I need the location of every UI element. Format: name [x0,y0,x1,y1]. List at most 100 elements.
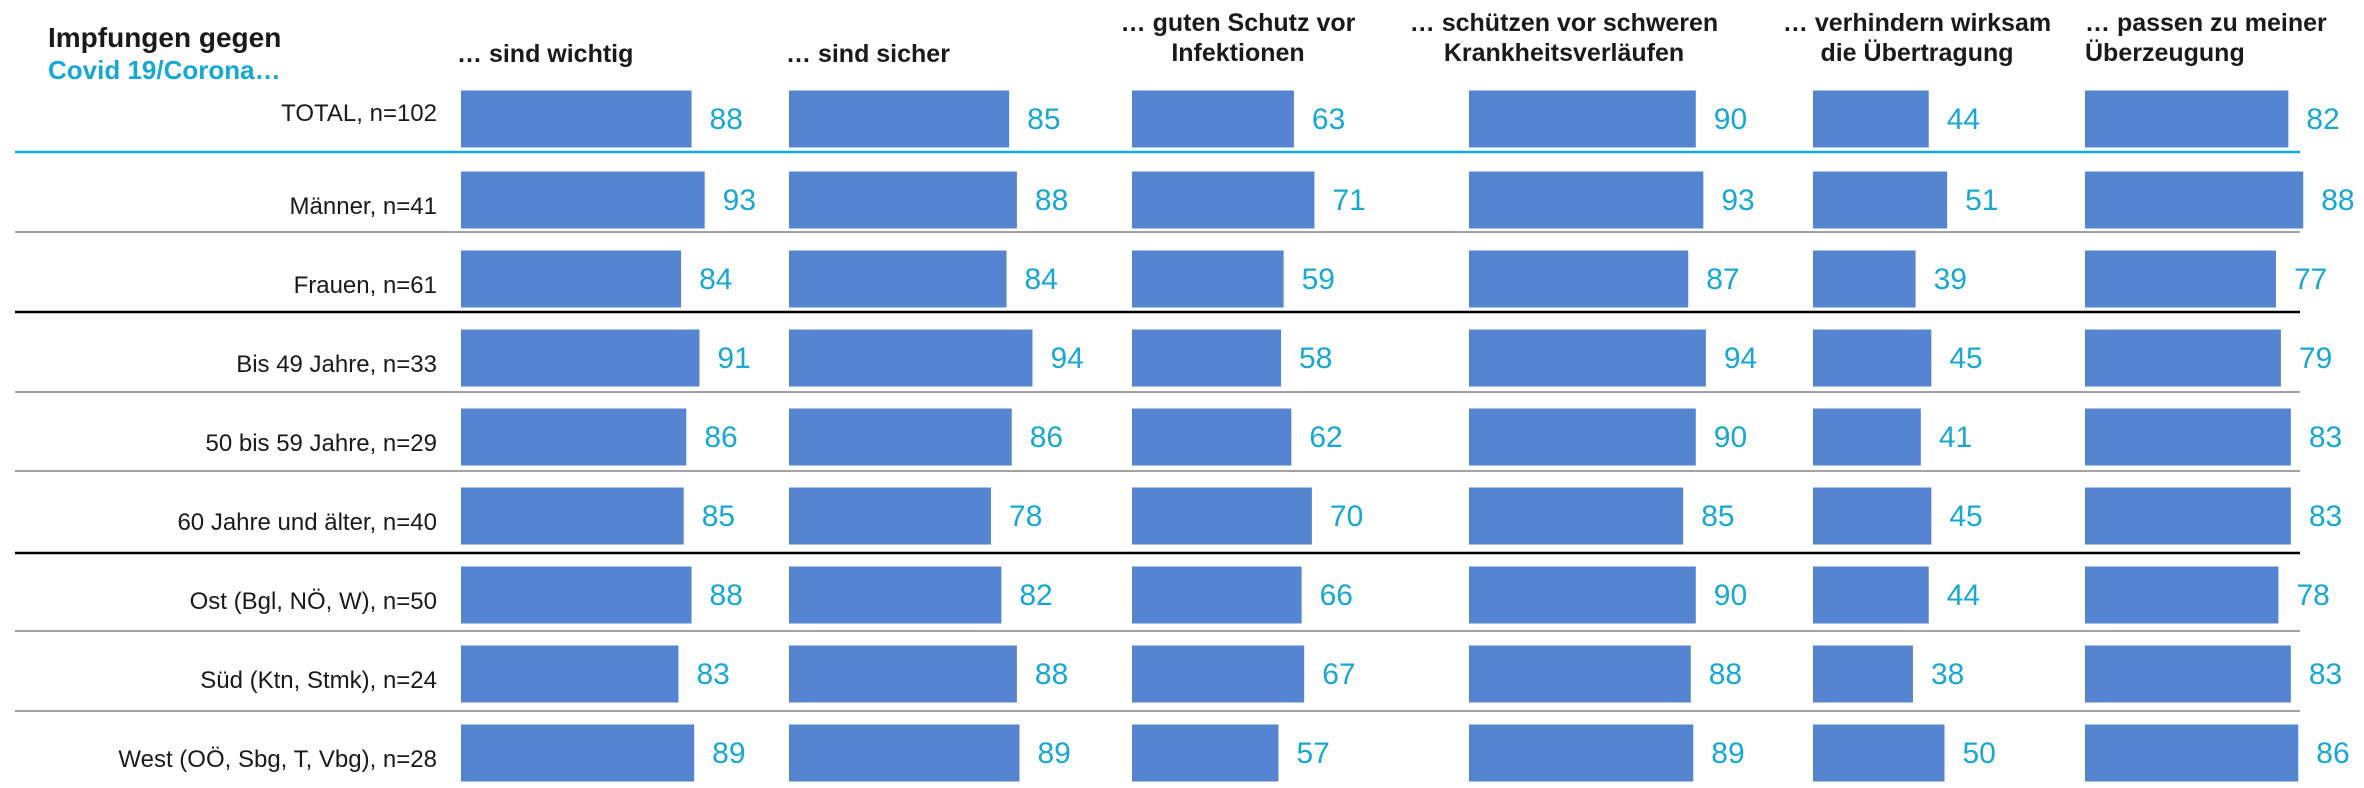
bar [789,487,992,545]
value-label: 62 [1309,421,1342,454]
value-label: 44 [1947,579,1980,612]
bar [2085,250,2276,308]
row-separators [15,150,2300,712]
bar [789,566,1002,624]
row-label: West (OÖ, Sbg, T, Vbg), n=28 [118,746,437,773]
value-label: 88 [1035,184,1068,217]
column-header-4-line2: Krankheitsverläufen [1444,39,1684,67]
bar [1132,90,1294,148]
value-label: 84 [1025,263,1058,296]
bar [1813,171,1948,229]
value-label: 90 [1714,103,1747,136]
value-label: 39 [1934,263,1967,296]
bar [1813,566,1929,624]
value-label: 83 [2309,500,2342,533]
value-label: 90 [1714,579,1747,612]
bar [1132,408,1292,466]
column-header-4-line1: … schützen vor schweren [1410,9,1718,37]
value-label: 59 [1302,263,1335,296]
bar [1132,250,1284,308]
value-label: 91 [717,342,750,375]
value-label: 79 [2299,342,2332,375]
value-labels: 88 93 84 91 86 85 88 83 89 85 88 84 94 86 78 82 88 89 63 71… [696,103,2354,770]
bar [1132,329,1282,387]
bar [461,724,695,782]
bar [1469,171,1704,229]
column-header-6-line2: Überzeugung [2085,38,2245,67]
bar [461,645,679,703]
bar [1469,487,1684,545]
bar [1813,408,1921,466]
column-header-1-line1: … sind wichtig [457,40,633,68]
bar [1813,250,1916,308]
column-header-3-line2: Infektionen [1171,39,1304,67]
value-label: 86 [704,421,737,454]
value-label: 50 [1963,737,1996,770]
value-label: 45 [1949,500,1982,533]
value-label: 78 [1009,500,1042,533]
bars [461,90,2304,782]
row-label: Frauen, n=61 [294,272,437,299]
bar [2085,724,2299,782]
bar [461,566,692,624]
bar [1469,90,1696,148]
value-label: 88 [710,103,743,136]
bar [1132,171,1315,229]
bar [789,645,1017,703]
chart-title: Impfungen gegen Covid 19/Corona… [48,22,281,85]
column-headers: … sind wichtig … sind sicher … guten Schut… [457,9,2327,68]
bar [2085,408,2291,466]
bar [2085,90,2289,148]
value-label: 58 [1299,342,1332,375]
bar [2085,645,2291,703]
column-header-5-line2: die Übertragung [1820,38,2013,67]
bar [2085,329,2281,387]
bar [1813,645,1913,703]
bar [1813,329,1932,387]
bar [789,408,1012,466]
value-label: 88 [2321,184,2354,217]
column-header-3-line1: … guten Schutz vor [1121,9,1356,37]
bar [2085,566,2279,624]
value-label: 85 [1027,103,1060,136]
value-label: 38 [1931,658,1964,691]
row-label: 50 bis 59 Jahre, n=29 [205,430,437,457]
bar [461,329,700,387]
bar [789,329,1033,387]
value-label: 71 [1332,184,1365,217]
value-label: 93 [723,184,756,217]
chart-title-line1: Impfungen gegen [48,22,281,53]
value-label: 77 [2294,263,2327,296]
bar [1469,408,1696,466]
value-label: 83 [696,658,729,691]
value-label: 57 [1296,737,1329,770]
value-label: 83 [2309,658,2342,691]
bar [1813,487,1932,545]
bar [1132,566,1302,624]
column-header-2-line1: … sind sicher [786,40,950,68]
bar [461,90,692,148]
bar [1469,724,1694,782]
value-label: 85 [1701,500,1734,533]
bar [461,250,682,308]
value-label: 63 [1312,103,1345,136]
chart-title-line2: Covid 19/Corona… [48,55,281,85]
row-label: TOTAL, n=102 [281,100,437,127]
value-label: 66 [1320,579,1353,612]
value-label: 87 [1706,263,1739,296]
value-label: 88 [1709,658,1742,691]
bar [789,90,1010,148]
bar [1813,724,1945,782]
value-label: 70 [1330,500,1363,533]
value-label: 93 [1721,184,1754,217]
bar [2085,487,2291,545]
value-label: 90 [1714,421,1747,454]
value-label: 44 [1947,103,1980,136]
row-label: 60 Jahre und älter, n=40 [177,509,437,536]
value-label: 41 [1939,421,1972,454]
value-label: 45 [1949,342,1982,375]
value-label: 94 [1724,342,1757,375]
bar [1469,566,1696,624]
value-label: 85 [702,500,735,533]
